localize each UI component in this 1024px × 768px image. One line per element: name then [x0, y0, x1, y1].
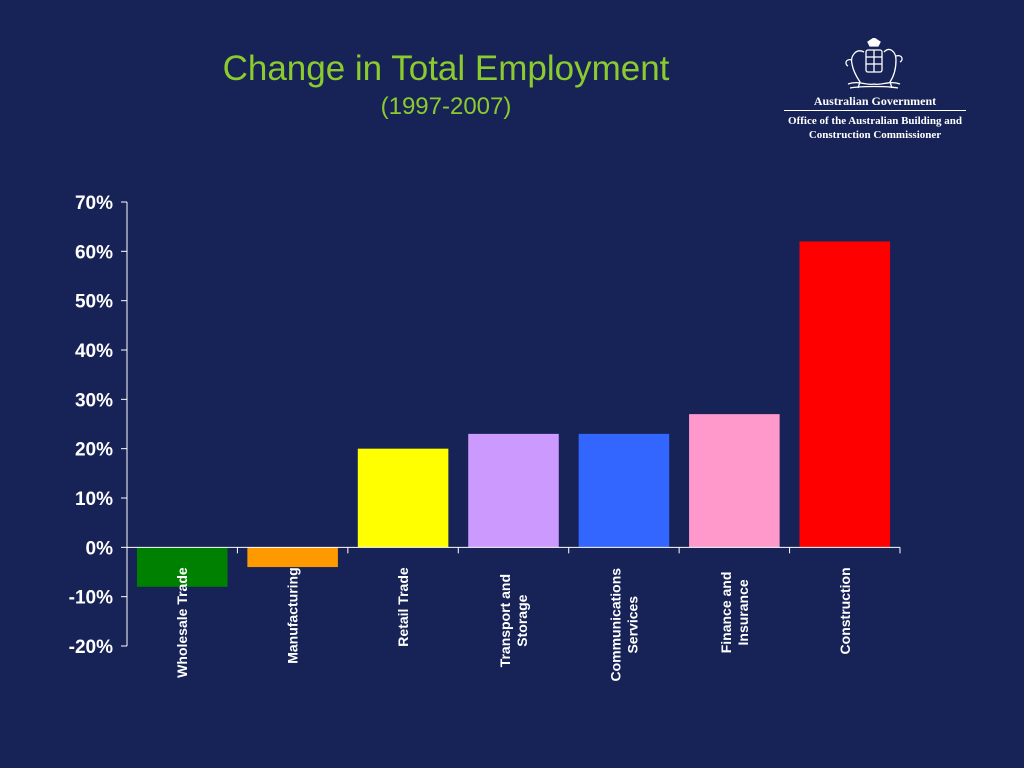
category-label-4: CommunicationsServices	[607, 568, 640, 682]
y-tick-label-1: 60%	[75, 242, 113, 263]
logo-divider	[784, 110, 966, 111]
y-tick-label-2: 50%	[75, 292, 113, 313]
logo-office-text-line1: Office of the Australian Building and	[788, 115, 962, 127]
bar-0	[136, 547, 228, 587]
category-label-0: Wholesale Trade	[174, 567, 190, 678]
logo-government-text: Australian Government	[813, 94, 937, 108]
bar-1	[247, 547, 338, 568]
y-tick-label-3: 40%	[75, 341, 113, 362]
government-logo: Australian Government Office of the Aust…	[780, 38, 980, 148]
category-label-1: Manufacturing	[285, 567, 301, 663]
y-tick-label-9: -20%	[69, 637, 113, 658]
bar-3	[468, 433, 559, 548]
page-subtitle: (1997-2007)	[380, 93, 512, 120]
bar-6	[799, 241, 891, 548]
bar-4	[578, 433, 670, 548]
y-tick-label-5: 20%	[75, 440, 113, 461]
y-tick-label-0: 70%	[75, 193, 113, 214]
bar-2	[357, 448, 449, 548]
logo-office-text-line2: Construction Commissioner	[808, 129, 942, 141]
y-tick-label-8: -10%	[69, 588, 113, 609]
page-title: Change in Total Employment	[222, 49, 670, 88]
category-label-5: Finance andInsurance	[718, 572, 751, 654]
category-label-6: Construction	[837, 567, 853, 654]
coat-of-arms-icon	[845, 38, 903, 89]
category-label-2: Retail Trade	[395, 567, 411, 647]
category-label-3: Transport andStorage	[497, 574, 530, 667]
bar-5	[689, 414, 780, 548]
y-tick-label-6: 10%	[75, 489, 113, 510]
y-tick-label-7: 0%	[86, 538, 114, 559]
y-tick-label-4: 30%	[75, 390, 113, 411]
